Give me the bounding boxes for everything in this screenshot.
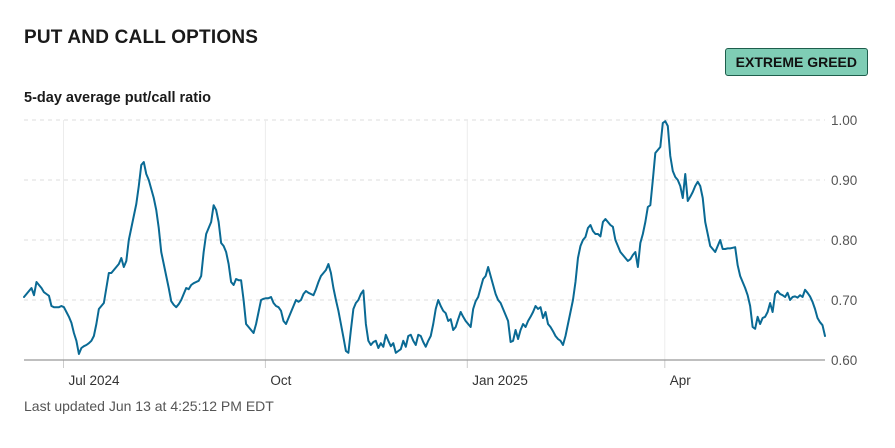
grid-layer xyxy=(24,119,825,360)
x-tick-label: Jul 2024 xyxy=(69,373,121,388)
x-axis: Jul 2024 Oct Jan 2025 Apr xyxy=(63,360,692,388)
x-tick-label: Jan 2025 xyxy=(472,373,528,388)
sentiment-badge: EXTREME GREED xyxy=(724,48,868,76)
series-line-put-call-ratio xyxy=(23,120,826,355)
last-updated: Last updated Jun 13 at 4:25:12 PM EDT xyxy=(24,398,274,414)
chart-subtitle: 5-day average put/call ratio xyxy=(24,90,211,106)
y-tick-label: 0.60 xyxy=(831,353,857,368)
y-tick-label: 0.80 xyxy=(831,233,857,248)
page-title: PUT AND CALL OPTIONS xyxy=(24,27,259,48)
y-tick-label: 0.70 xyxy=(831,293,857,308)
x-tick-label: Apr xyxy=(670,373,692,388)
y-tick-label: 1.00 xyxy=(831,113,857,128)
y-tick-label: 0.90 xyxy=(831,173,857,188)
y-axis: 1.00 0.90 0.80 0.70 0.60 xyxy=(831,113,857,368)
x-tick-label: Oct xyxy=(270,373,291,388)
